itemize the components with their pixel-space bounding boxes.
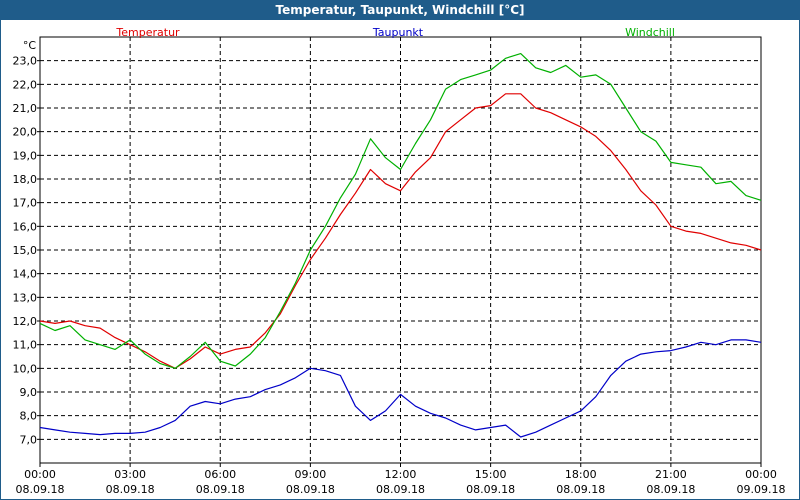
x-tick-date-label: 08.09.18: [106, 483, 155, 496]
x-tick-time-label: 18:00: [565, 468, 597, 481]
legend-label-taupunkt: Taupunkt: [372, 26, 424, 39]
y-tick-label: 19,0: [13, 149, 38, 162]
y-tick-label: 15,0: [13, 244, 38, 257]
y-tick-label: 11,0: [13, 339, 38, 352]
y-tick-label: 16,0: [13, 220, 38, 233]
x-tick-date-label: 08.09.18: [556, 483, 605, 496]
y-tick-label: 22,0: [13, 78, 38, 91]
y-tick-label: 20,0: [13, 126, 38, 139]
y-tick-label: 8,0: [20, 410, 38, 423]
x-tick-date-label: 09.09.18: [737, 483, 786, 496]
y-tick-label: 12,0: [13, 315, 38, 328]
chart-title: Temperatur, Taupunkt, Windchill [°C]: [0, 0, 800, 20]
series-line-windchill: [39, 53, 762, 369]
y-tick-label: 17,0: [13, 197, 38, 210]
x-tick-date-label: 08.09.18: [286, 483, 335, 496]
legend-label-windchill: Windchill: [625, 26, 675, 39]
x-tick-date-label: 08.09.18: [16, 483, 65, 496]
x-tick-time-label: 06:00: [204, 468, 236, 481]
x-tick-time-label: 09:00: [295, 468, 327, 481]
y-tick-label: 9,0: [20, 386, 38, 399]
x-tick-time-label: 00:00: [24, 468, 56, 481]
x-tick-time-label: 03:00: [114, 468, 146, 481]
y-axis-unit-label: °C: [23, 39, 37, 52]
y-tick-label: 23,0: [13, 55, 38, 68]
x-tick-date-label: 08.09.18: [376, 483, 425, 496]
series-line-taupunkt: [39, 339, 762, 438]
x-tick-time-label: 00:00: [745, 468, 777, 481]
x-tick-time-label: 15:00: [475, 468, 507, 481]
series-line-temperatur: [39, 93, 762, 369]
x-tick-time-label: 12:00: [385, 468, 417, 481]
legend-label-temperatur: Temperatur: [115, 26, 180, 39]
y-tick-label: 18,0: [13, 173, 38, 186]
y-tick-label: 14,0: [13, 268, 38, 281]
y-tick-label: 7,0: [20, 433, 38, 446]
x-tick-date-label: 08.09.18: [196, 483, 245, 496]
y-tick-label: 21,0: [13, 102, 38, 115]
x-tick-date-label: 08.09.18: [646, 483, 695, 496]
x-tick-time-label: 21:00: [655, 468, 687, 481]
y-tick-label: 10,0: [13, 362, 38, 375]
x-tick-date-label: 08.09.18: [466, 483, 515, 496]
y-tick-label: 13,0: [13, 291, 38, 304]
